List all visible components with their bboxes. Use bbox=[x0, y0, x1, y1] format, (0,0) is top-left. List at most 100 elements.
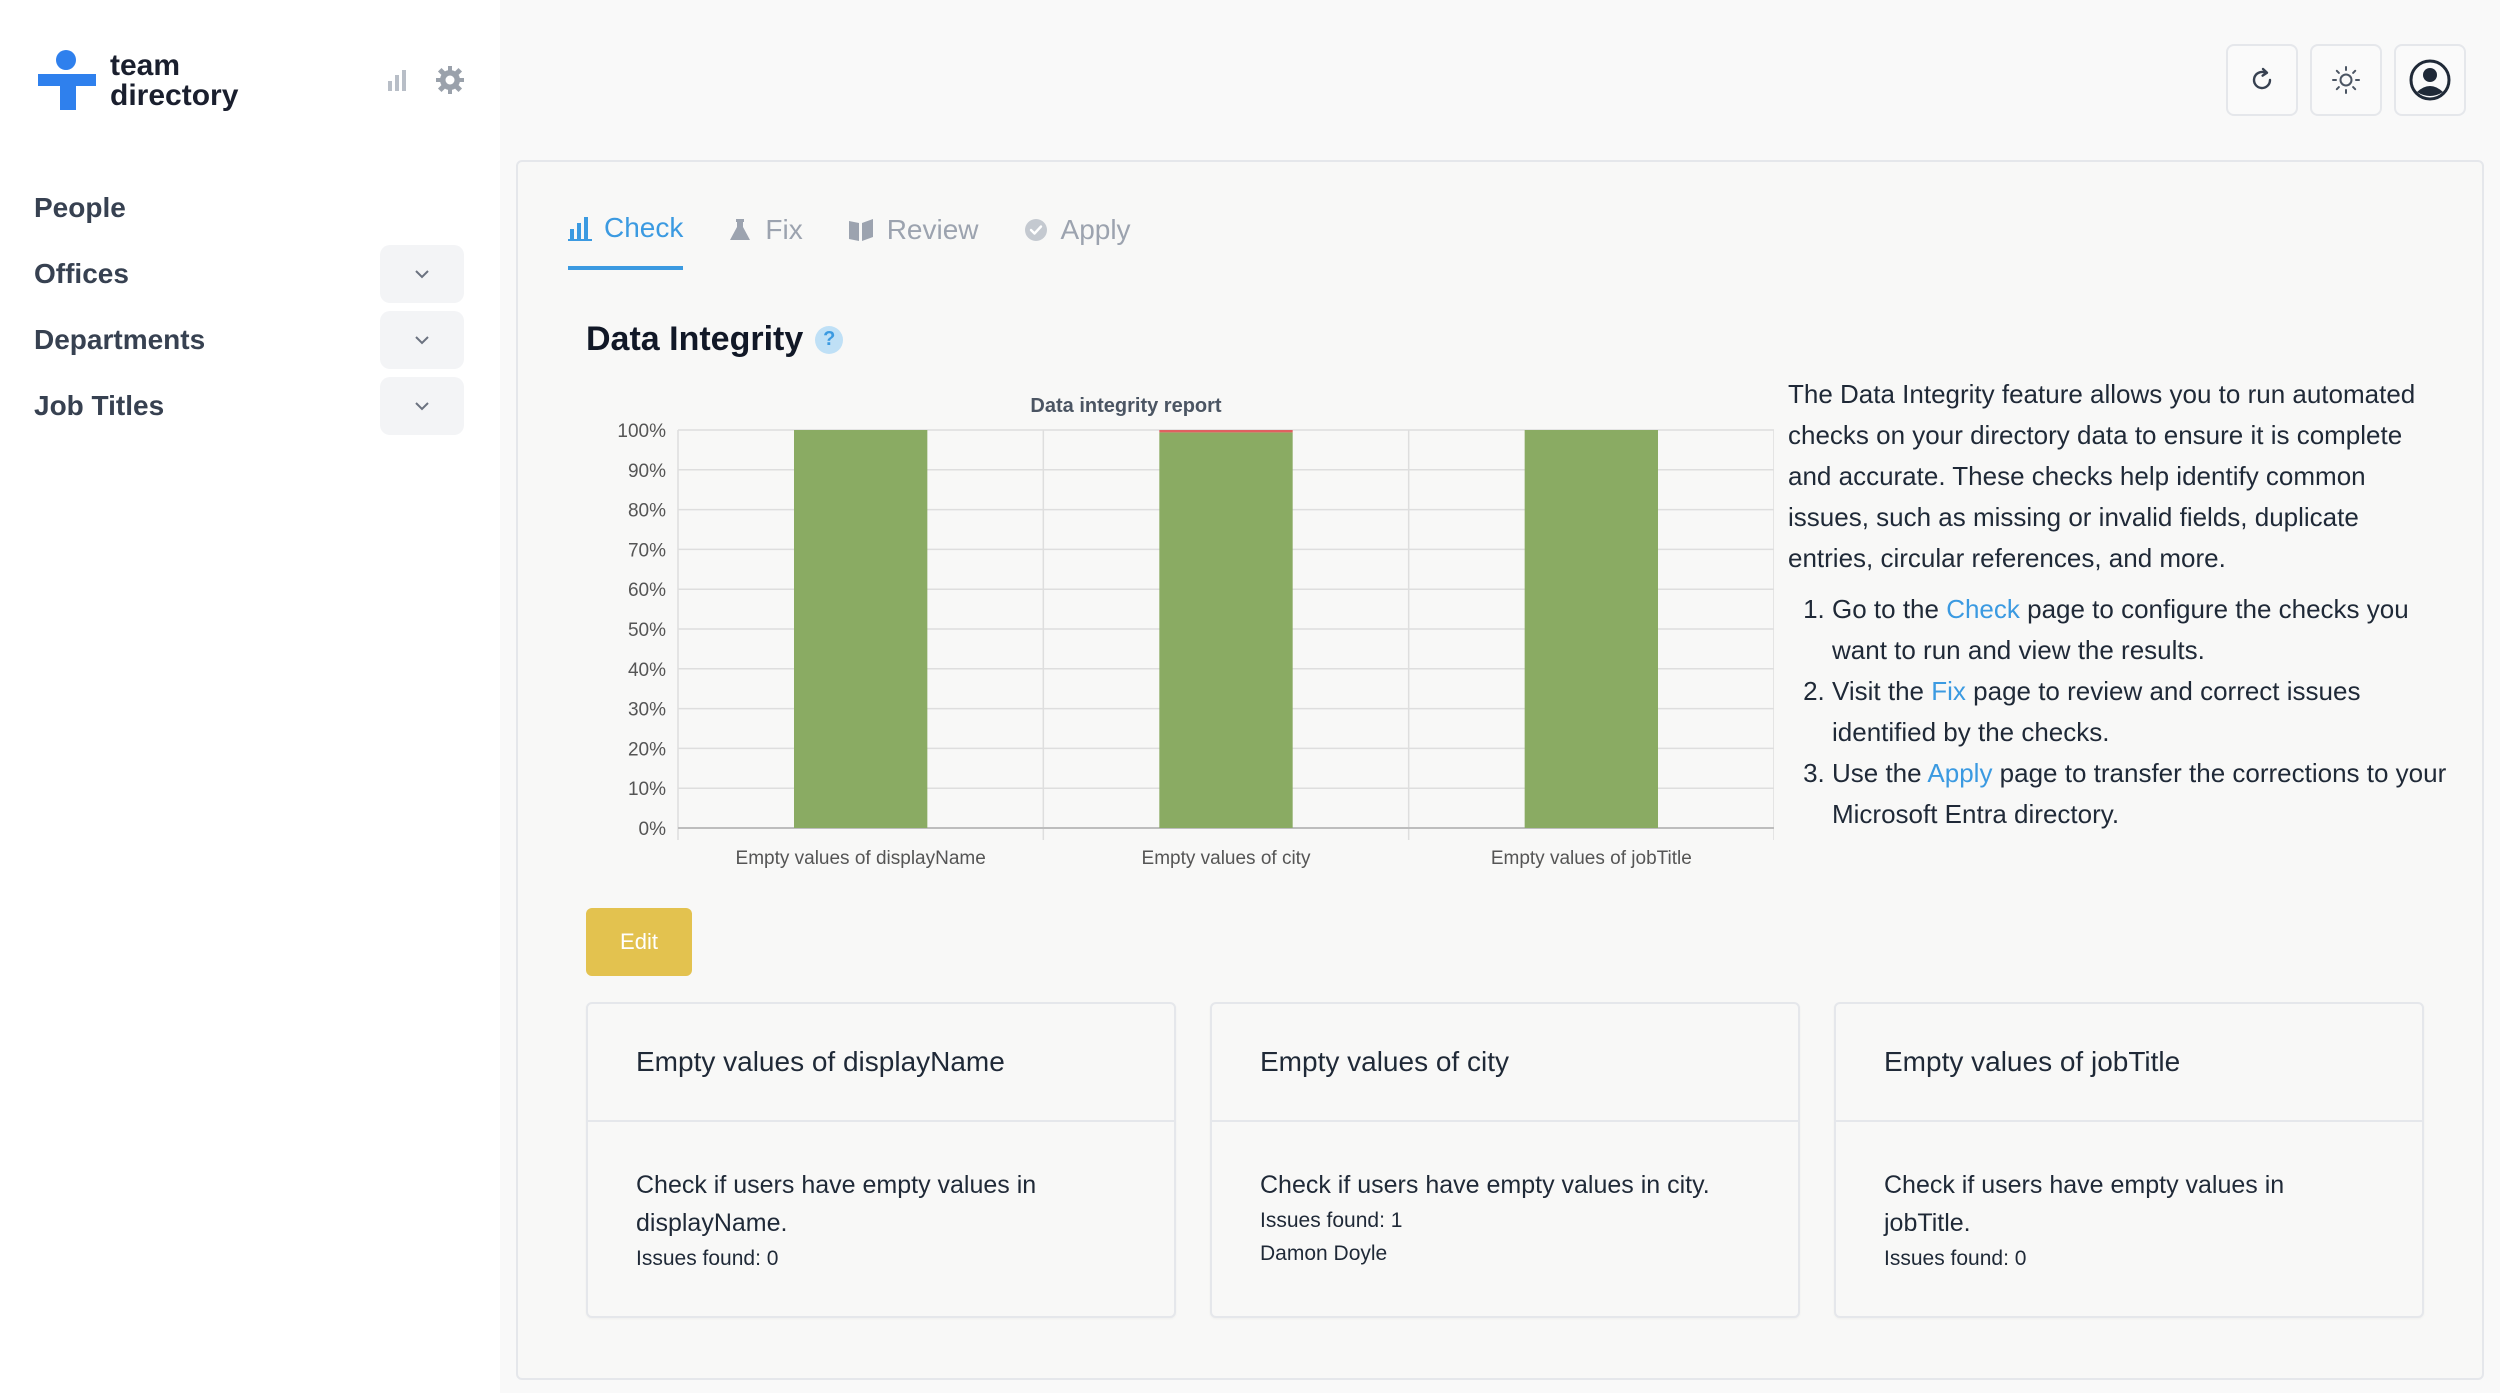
sidebar: team directory bbox=[0, 0, 500, 1393]
y-tick-label: 0% bbox=[639, 819, 667, 840]
issues-count: Issues found: 1 bbox=[1260, 1209, 1403, 1232]
content-card: Check Fix Review Apply Data Integrity ? … bbox=[516, 160, 2484, 1380]
badge-check-icon bbox=[1024, 219, 1047, 241]
apply-page-link[interactable]: Apply bbox=[1927, 758, 1993, 788]
steps-list: Go to the Check page to configure the ch… bbox=[1788, 589, 2448, 835]
tab-label: Apply bbox=[1060, 214, 1131, 245]
sidebar-item-label: Job Titles bbox=[34, 390, 165, 421]
settings-gear-icon[interactable] bbox=[434, 64, 466, 96]
tab-label: Check bbox=[604, 212, 684, 243]
tab-check[interactable]: Check bbox=[568, 212, 684, 270]
check-page-link[interactable]: Check bbox=[1946, 594, 2020, 624]
sidebar-item-job-titles[interactable]: Job Titles bbox=[34, 376, 464, 436]
step-text: page to transfer the corrections to your… bbox=[1832, 758, 2447, 829]
step-item: Use the Apply page to transfer the corre… bbox=[1832, 753, 2448, 835]
step-text: Use the bbox=[1832, 758, 1928, 788]
step-text: page to review and correct issues identi… bbox=[1832, 676, 2361, 747]
y-tick-label: 30% bbox=[628, 700, 666, 721]
check-card[interactable]: Empty values of city Check if users have… bbox=[1210, 1002, 1800, 1318]
tab-review[interactable]: Review bbox=[847, 212, 979, 270]
check-body: Check if users have empty values in disp… bbox=[588, 1122, 1174, 1276]
tab-label: Fix bbox=[765, 214, 803, 245]
bar bbox=[1159, 430, 1293, 433]
tab-label: Review bbox=[886, 214, 979, 245]
fix-page-link[interactable]: Fix bbox=[1931, 676, 1966, 706]
chevron-down-icon bbox=[415, 402, 429, 411]
logo-line-1: team bbox=[110, 49, 181, 82]
sidebar-tools bbox=[382, 64, 466, 96]
user-avatar-icon bbox=[2409, 59, 2451, 101]
sidebar-item-departments[interactable]: Departments bbox=[34, 310, 464, 370]
logo-text: team directory bbox=[110, 51, 238, 111]
user-account-button[interactable] bbox=[2394, 44, 2466, 116]
tab-bar: Check Fix Review Apply bbox=[568, 212, 1131, 270]
y-tick-label: 90% bbox=[628, 461, 666, 482]
edit-button[interactable]: Edit bbox=[586, 908, 692, 976]
step-text: Go to the bbox=[1832, 594, 1947, 624]
x-tick-label: Empty values of displayName bbox=[736, 848, 986, 869]
bar bbox=[793, 430, 928, 828]
description-intro: The Data Integrity feature allows you to… bbox=[1788, 379, 2416, 573]
sidebar-nav: People Offices Departments Job Titles bbox=[34, 178, 464, 442]
step-item: Go to the Check page to configure the ch… bbox=[1832, 589, 2448, 671]
y-tick-label: 60% bbox=[628, 580, 666, 601]
x-tick-label: Empty values of jobTitle bbox=[1491, 848, 1692, 869]
bar bbox=[1524, 430, 1659, 828]
y-tick-label: 100% bbox=[617, 421, 666, 442]
check-cards: Empty values of displayName Check if use… bbox=[586, 1002, 2424, 1318]
sidebar-item-label: People bbox=[34, 192, 126, 223]
y-tick-label: 40% bbox=[628, 660, 666, 681]
logo-icon bbox=[38, 50, 96, 110]
offices-expand-button[interactable] bbox=[380, 245, 464, 303]
sun-icon bbox=[2332, 66, 2360, 94]
job-titles-expand-button[interactable] bbox=[380, 377, 464, 435]
chart-title: Data integrity report bbox=[1030, 395, 1221, 417]
check-card[interactable]: Empty values of displayName Check if use… bbox=[586, 1002, 1176, 1318]
chevron-down-icon bbox=[415, 270, 429, 279]
bar-chart-icon bbox=[568, 217, 592, 241]
check-description: Check if users have empty values in city… bbox=[1260, 1171, 1710, 1199]
theme-toggle-button[interactable] bbox=[2310, 44, 2382, 116]
sidebar-item-label: Offices bbox=[34, 258, 129, 289]
y-tick-label: 10% bbox=[628, 779, 666, 800]
check-description: Check if users have empty values in jobT… bbox=[1884, 1171, 2285, 1237]
logo-line-2: directory bbox=[110, 79, 239, 112]
help-icon[interactable]: ? bbox=[815, 325, 844, 354]
data-integrity-chart: Data integrity report 0% 10% 20% 30% 40% 50% 60… bbox=[574, 382, 1775, 1042]
check-description: Check if users have empty values in disp… bbox=[636, 1171, 1037, 1237]
check-body: Check if users have empty values in jobT… bbox=[1836, 1122, 2422, 1276]
top-actions bbox=[2226, 44, 2466, 116]
step-item: Visit the Fix page to review and correct… bbox=[1832, 671, 2448, 753]
description-panel: The Data Integrity feature allows you to… bbox=[1788, 374, 2448, 835]
y-tick-label: 70% bbox=[628, 540, 666, 561]
sidebar-item-people[interactable]: People bbox=[34, 178, 464, 238]
page-title: Data Integrity ? bbox=[586, 320, 844, 359]
issues-count: Issues found: 0 bbox=[1884, 1247, 2027, 1270]
check-title: Empty values of displayName bbox=[588, 1004, 1174, 1122]
check-body: Check if users have empty values in city… bbox=[1212, 1122, 1798, 1270]
check-card[interactable]: Empty values of jobTitle Check if users … bbox=[1834, 1002, 2424, 1318]
book-icon bbox=[848, 219, 873, 241]
step-text: Visit the bbox=[1832, 676, 1932, 706]
y-tick-label: 50% bbox=[628, 620, 666, 641]
departments-expand-button[interactable] bbox=[380, 311, 464, 369]
chart-svg: Data integrity report 0% 10% 20% 30% 40% 50% 60… bbox=[617, 395, 1775, 869]
chevron-down-icon bbox=[415, 336, 429, 345]
bar bbox=[1159, 432, 1293, 828]
check-title: Empty values of jobTitle bbox=[1836, 1004, 2422, 1122]
refresh-icon bbox=[2252, 67, 2272, 90]
refresh-button[interactable] bbox=[2226, 44, 2298, 116]
y-tick-label: 80% bbox=[628, 501, 666, 522]
app-logo[interactable]: team directory bbox=[36, 48, 238, 114]
stats-icon[interactable] bbox=[382, 64, 414, 96]
tab-apply[interactable]: Apply bbox=[1023, 212, 1131, 270]
step-text: page to configure the checks you want to… bbox=[1832, 594, 2409, 665]
tab-fix[interactable]: Fix bbox=[727, 212, 803, 270]
sidebar-item-label: Departments bbox=[34, 324, 206, 355]
sidebar-item-offices[interactable]: Offices bbox=[34, 244, 464, 304]
check-title: Empty values of city bbox=[1212, 1004, 1798, 1122]
page-title-text: Data Integrity bbox=[586, 320, 804, 358]
issue-users: Damon Doyle bbox=[1260, 1242, 1388, 1265]
issues-count: Issues found: 0 bbox=[636, 1247, 779, 1270]
x-tick-label: Empty values of city bbox=[1142, 848, 1311, 869]
